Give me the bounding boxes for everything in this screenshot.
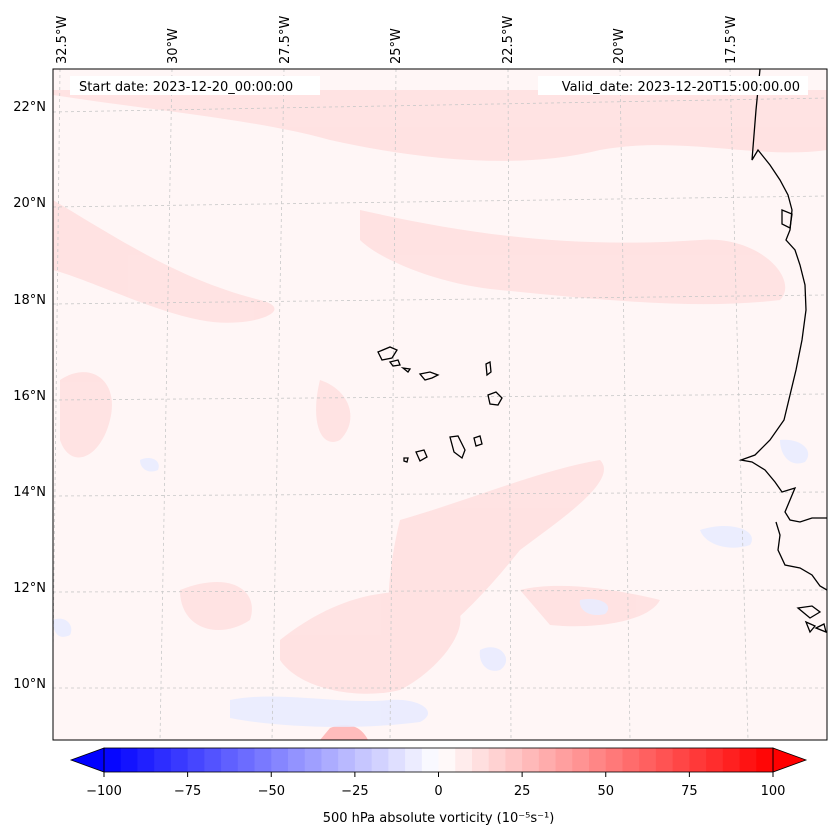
start-date-label: Start date: 2023-12-20_00:00:00: [79, 80, 293, 95]
lon-label-22-5w: 22.5°W: [501, 16, 516, 64]
lat-label-20n: 20°N: [13, 196, 46, 211]
colorbar-cell: [706, 748, 724, 772]
colorbar-cell: [187, 748, 205, 772]
valid-date-label: Valid_date: 2023-12-20T15:00:00.00: [562, 80, 800, 95]
colorbar-tick-label: 75: [681, 784, 698, 799]
colorbar-tick-label: 50: [598, 784, 615, 799]
colorbar-cell: [388, 748, 406, 772]
colorbar-cell: [371, 748, 389, 772]
colorbar-cell: [455, 748, 473, 772]
colorbar-cell: [639, 748, 657, 772]
lon-label-30w: 30°W: [166, 28, 181, 64]
island-sao-vicente: [388, 359, 401, 367]
colorbar-tick-label: 25: [514, 784, 531, 799]
colorbar-max-extend: [772, 747, 808, 773]
island-santiago: [449, 435, 466, 460]
colorbar-cell: [555, 748, 573, 772]
island-maio: [473, 435, 483, 447]
colorbar-cell: [237, 748, 256, 772]
lon-label-17-5w: 17.5°W: [724, 16, 739, 64]
island-santa-luzia: [400, 367, 412, 373]
colorbar-cell: [488, 748, 506, 772]
colorbar-cell: [120, 748, 138, 772]
lon-label-25w: 25°W: [389, 28, 404, 64]
island-fogo: [415, 449, 428, 462]
lat-label-16n: 16°N: [13, 389, 46, 404]
colorbar-cell: [354, 748, 373, 772]
africa-coastline-south: [775, 521, 827, 591]
longitude-labels: 32.5°W 30°W 27.5°W 25°W 22.5°W 20°W 17.5…: [55, 16, 739, 64]
colorbar-cell: [271, 748, 289, 772]
valid-date-box: [538, 76, 808, 95]
colorbar-cell: [137, 748, 155, 772]
start-date-box: [70, 76, 320, 95]
colorbar-cell: [572, 748, 590, 772]
latitude-labels: 22°N 20°N 18°N 16°N 14°N 12°N 10°N: [13, 100, 46, 692]
colorbar-cell: [756, 748, 774, 772]
colorbar-tick-label: 0: [434, 784, 442, 799]
colorbar-cell: [605, 748, 623, 772]
colorbar-cell: [204, 748, 222, 772]
colorbar: −100 −75 −50 −25 0 25 50 75 100 500 hPa …: [69, 747, 808, 826]
colorbar-cell: [589, 748, 607, 772]
island-boa-vista: [487, 391, 503, 406]
africa-coastline: [738, 69, 827, 523]
lon-label-20w: 20°W: [612, 28, 627, 64]
vorticity-negative-patches: [53, 439, 809, 727]
island-brava: [403, 457, 409, 463]
colorbar-cell: [471, 748, 490, 772]
western-sahara-inlet: [781, 209, 793, 229]
colorbar-cell: [154, 748, 172, 772]
lat-label-22n: 22°N: [13, 100, 46, 115]
colorbar-cells: [104, 748, 774, 772]
colorbar-cell: [622, 748, 640, 772]
island-santo-antao: [377, 346, 398, 361]
lon-label-32-5w: 32.5°W: [55, 16, 70, 64]
vorticity-positive-patches: [53, 90, 827, 740]
colorbar-min-extend: [69, 747, 105, 773]
colorbar-tick-label: −50: [258, 784, 285, 799]
coastline: [738, 69, 827, 634]
colorbar-cell: [221, 748, 239, 772]
colorbar-tick-label: 100: [761, 784, 786, 799]
colorbar-cell: [254, 748, 272, 772]
colorbar-cell: [672, 748, 690, 772]
colorbar-cell: [538, 748, 557, 772]
map-frame: [52, 68, 828, 741]
colorbar-cell: [438, 748, 456, 772]
guinea-bissau-islands: [796, 605, 827, 634]
colorbar-cell: [287, 748, 306, 772]
lon-label-27-5w: 27.5°W: [278, 16, 293, 64]
colorbar-tick-label: −100: [86, 784, 122, 799]
colorbar-cell: [655, 748, 674, 772]
lat-label-10n: 10°N: [13, 677, 46, 692]
colorbar-cell: [739, 748, 757, 772]
colorbar-label: 500 hPa absolute vorticity (10⁻⁵s⁻¹): [323, 811, 555, 826]
colorbar-cell: [505, 748, 523, 772]
colorbar-cell: [405, 748, 423, 772]
colorbar-cell: [321, 748, 339, 772]
map-panel: [53, 69, 827, 740]
colorbar-ticks: −100 −75 −50 −25 0 25 50 75 100: [86, 772, 785, 799]
colorbar-cell: [304, 748, 322, 772]
lat-label-18n: 18°N: [13, 293, 46, 308]
lat-label-12n: 12°N: [13, 581, 46, 596]
colorbar-cell: [522, 748, 540, 772]
colorbar-cell: [689, 748, 707, 772]
colorbar-tick-label: −75: [174, 784, 201, 799]
lat-label-14n: 14°N: [13, 485, 46, 500]
colorbar-tick-label: −25: [341, 784, 368, 799]
colorbar-cell: [722, 748, 741, 772]
colorbar-cell: [421, 748, 440, 772]
colorbar-cell: [104, 748, 122, 772]
island-sao-nicolau: [418, 371, 440, 381]
colorbar-cell: [170, 748, 189, 772]
cape-verde-islands: [377, 346, 503, 463]
island-sal: [485, 360, 492, 377]
colorbar-cell: [338, 748, 356, 772]
